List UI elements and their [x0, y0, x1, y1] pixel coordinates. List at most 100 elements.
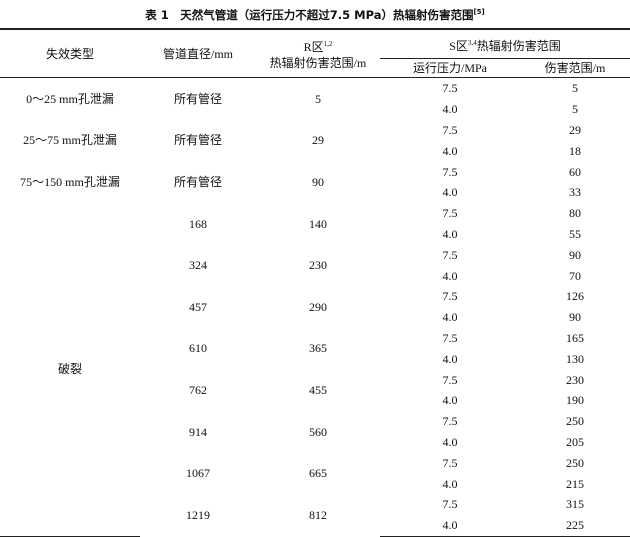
table-row: 0～25 mm孔泄漏 所有管径 5 7.5 5	[0, 78, 630, 105]
pressure-cell: 7.5	[442, 289, 458, 304]
table-body: 0～25 mm孔泄漏 所有管径 5 7.5 5 4.0 5 25～75 mm孔泄漏 所有管径 29…	[0, 78, 630, 537]
range-cell: 130	[566, 351, 584, 366]
r-zone-cell: 290	[309, 299, 327, 314]
header-pressure: 运行压力/MPa	[380, 58, 520, 78]
table-row: 4.0 130	[0, 348, 630, 369]
range-cell: 250	[566, 414, 584, 429]
diameter-cell: 457	[189, 299, 207, 314]
range-cell: 230	[566, 372, 584, 387]
pressure-cell: 4.0	[442, 351, 458, 366]
range-cell: 90	[569, 247, 581, 262]
diameter-cell: 所有管径	[173, 174, 222, 189]
range-cell: 80	[569, 206, 581, 221]
pressure-cell: 4.0	[380, 514, 520, 537]
range-cell: 5	[572, 102, 578, 117]
range-cell: 190	[566, 393, 584, 408]
table-row: 破裂 168 140 7.5 80	[0, 202, 630, 537]
pressure-cell: 4.0	[442, 102, 458, 117]
pressure-cell: 7.5	[442, 164, 458, 179]
failure-type-cell: 75～150 mm孔泄漏	[20, 174, 120, 189]
header-s-zone: S区3,4热辐射伤害范围	[380, 28, 630, 59]
header-range: 伤害范围/m	[520, 58, 630, 78]
reference-marker: [5]	[473, 8, 485, 16]
s-zone-suffix: 热辐射伤害范围	[476, 38, 561, 53]
pressure-cell: 7.5	[442, 372, 458, 387]
pressure-cell: 4.0	[442, 434, 458, 449]
r-zone-cell: 365	[309, 341, 327, 356]
r-zone-suffix: 热辐射伤害范围/m	[269, 56, 367, 70]
pressure-cell: 4.0	[442, 143, 458, 158]
failure-type-cell: 破裂	[0, 202, 140, 537]
diameter-cell: 324	[189, 258, 207, 273]
range-cell: 33	[569, 185, 581, 200]
diameter-cell: 914	[189, 424, 207, 439]
table-row: 4.0 90	[0, 307, 630, 328]
range-cell: 126	[566, 289, 584, 304]
table-row: 4.0 205	[0, 432, 630, 453]
range-cell: 18	[569, 143, 581, 158]
table-row: 762 455 7.5 230	[0, 369, 630, 397]
r-zone-cell: 812	[309, 507, 327, 522]
table-row: 4.0 55	[0, 224, 630, 245]
table-row: 1067 665 7.5 250	[0, 452, 630, 480]
r-zone-cell: 140	[309, 216, 327, 231]
r-zone-cell: 455	[309, 382, 327, 397]
pressure-cell: 4.0	[442, 185, 458, 200]
r-zone-cell: 5	[315, 91, 321, 106]
range-cell: 205	[566, 434, 584, 449]
thermal-radiation-table: 失效类型 管道直径/mm R区1,2 热辐射伤害范围/m S区3,4热辐射伤害范围…	[0, 28, 630, 537]
range-cell: 5	[572, 81, 578, 96]
pressure-cell: 4.0	[442, 226, 458, 241]
range-cell: 55	[569, 226, 581, 241]
table-row: 4.0 18	[0, 140, 630, 161]
range-cell: 215	[566, 476, 584, 491]
r-zone-cell: 665	[309, 466, 327, 481]
pressure-cell: 7.5	[442, 455, 458, 470]
failure-type-cell: 0～25 mm孔泄漏	[26, 91, 114, 106]
range-cell: 90	[569, 310, 581, 325]
table-row: 4.0 70	[0, 265, 630, 286]
diameter-cell: 1219	[186, 507, 210, 522]
pressure-cell: 4.0	[442, 268, 458, 283]
r-zone-label: R区	[303, 40, 324, 54]
table-row: 1219 812 7.5 315	[0, 494, 630, 522]
range-cell: 250	[566, 455, 584, 470]
s-zone-label: S区	[449, 38, 468, 53]
diameter-cell: 所有管径	[173, 91, 222, 106]
pressure-cell: 4.0	[442, 476, 458, 491]
pressure-cell: 4.0	[442, 310, 458, 325]
diameter-cell: 762	[189, 382, 207, 397]
r-zone-cell: 230	[309, 258, 327, 273]
range-cell: 165	[566, 330, 584, 345]
range-cell: 225	[520, 514, 630, 537]
table-row: 324 230 7.5 90	[0, 244, 630, 272]
range-cell: 29	[569, 122, 581, 137]
s-zone-sup: 3,4	[467, 38, 477, 47]
table-row: 25～75 mm孔泄漏 所有管径 29 7.5 29	[0, 120, 630, 147]
table-row: 4.0 5	[0, 99, 630, 120]
table-row: 4.0 33	[0, 182, 630, 203]
diameter-cell: 610	[189, 341, 207, 356]
r-zone-sup: 1,2	[323, 40, 333, 48]
diameter-cell: 168	[189, 216, 207, 231]
pressure-cell: 4.0	[442, 393, 458, 408]
table-title: 表 1 天然气管道（运行压力不超过7.5 MPa）热辐射伤害范围[5]	[0, 3, 630, 24]
pressure-cell: 7.5	[442, 247, 458, 262]
pressure-cell: 7.5	[442, 81, 458, 96]
r-zone-cell: 560	[309, 424, 327, 439]
pressure-cell: 7.5	[442, 414, 458, 429]
table-title-text: 表 1 天然气管道（运行压力不超过7.5 MPa）热辐射伤害范围	[145, 7, 474, 22]
r-zone-cell: 90	[312, 174, 324, 189]
pressure-cell: 7.5	[442, 206, 458, 221]
pressure-cell: 7.5	[442, 497, 458, 512]
header-diameter: 管道直径/mm	[140, 28, 256, 78]
table-row: 75～150 mm孔泄漏 所有管径 90 7.5 60	[0, 161, 630, 189]
table-row: 4.0 190	[0, 390, 630, 411]
pressure-cell: 7.5	[442, 330, 458, 345]
range-cell: 70	[569, 268, 581, 283]
range-cell: 60	[569, 164, 581, 179]
failure-type-cell: 25～75 mm孔泄漏	[23, 133, 117, 148]
range-cell: 315	[566, 497, 584, 512]
pressure-cell: 7.5	[442, 122, 458, 137]
table-row: 457 290 7.5 126	[0, 286, 630, 313]
